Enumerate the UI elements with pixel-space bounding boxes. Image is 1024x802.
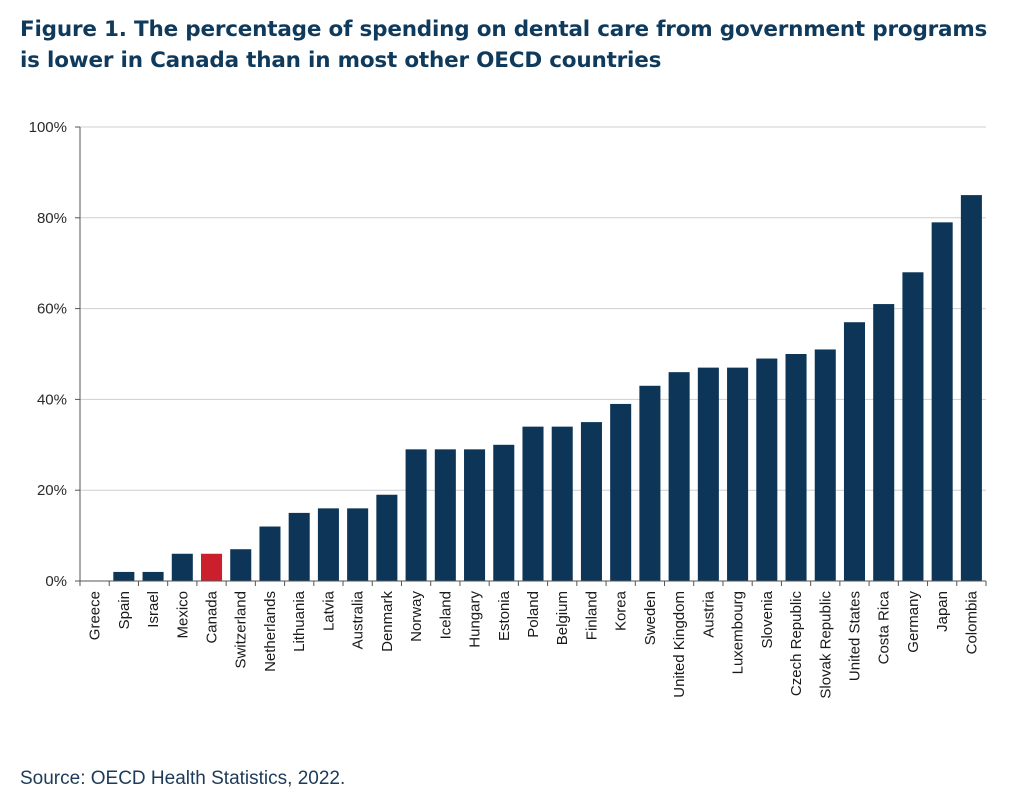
x-label-austria: Austria	[700, 590, 717, 637]
bar-israel	[142, 571, 164, 581]
bar-slovak-republic	[814, 349, 836, 581]
bars	[113, 195, 982, 581]
x-label-hungary: Hungary	[467, 591, 484, 648]
x-label-iceland: Iceland	[437, 591, 454, 639]
bar-estonia	[493, 444, 515, 581]
x-label-korea: Korea	[613, 590, 630, 631]
bar-poland	[522, 426, 544, 581]
bar-australia	[347, 508, 369, 581]
x-label-netherlands: Netherlands	[262, 591, 279, 672]
x-label-spain: Spain	[116, 591, 133, 629]
bar-latvia	[317, 508, 339, 581]
x-label-costa-rica: Costa Rica	[876, 590, 893, 664]
bar-czech-republic	[785, 354, 807, 581]
bar-costa-rica	[873, 304, 895, 581]
bar-denmark	[376, 494, 398, 581]
x-label-colombia: Colombia	[963, 590, 980, 654]
bar-switzerland	[230, 549, 252, 581]
x-label-luxembourg: Luxembourg	[730, 591, 747, 674]
bar-iceland	[434, 449, 456, 581]
y-tick-label: 80%	[37, 210, 67, 227]
x-label-slovak-republic: Slovak Republic	[817, 591, 834, 699]
bar-japan	[931, 222, 953, 581]
bar-slovenia	[756, 358, 778, 581]
x-label-israel: Israel	[145, 591, 162, 628]
x-label-estonia: Estonia	[496, 590, 513, 641]
axes	[79, 127, 986, 582]
x-label-greece: Greece	[87, 591, 104, 640]
x-label-switzerland: Switzerland	[233, 591, 250, 669]
x-label-germany: Germany	[905, 591, 922, 653]
x-label-czech-republic: Czech Republic	[788, 591, 805, 697]
bar-norway	[405, 449, 427, 581]
bar-sweden	[639, 385, 661, 581]
bar-belgium	[551, 426, 573, 581]
x-label-latvia: Latvia	[320, 590, 337, 631]
x-label-finland: Finland	[583, 591, 600, 640]
bar-austria	[697, 367, 719, 581]
bar-lithuania	[288, 512, 310, 581]
x-label-denmark: Denmark	[379, 591, 396, 652]
bar-luxembourg	[727, 367, 749, 581]
bar-netherlands	[259, 526, 281, 581]
y-tick-labels: 0% 20% 40% 60% 80% 100%	[29, 119, 67, 590]
source-note: Source: OECD Health Statistics, 2022.	[20, 768, 346, 789]
bar-united-states	[843, 322, 866, 581]
y-tick-label: 100%	[29, 119, 67, 136]
bar-colombia	[960, 195, 982, 581]
x-label-poland: Poland	[525, 591, 542, 638]
bar-spain	[113, 571, 135, 581]
x-label-united-kingdom: United Kingdom	[671, 591, 688, 698]
x-label-sweden: Sweden	[642, 591, 659, 645]
bar-united-kingdom	[668, 372, 690, 581]
bar-mexico	[171, 553, 193, 581]
x-label-canada: Canada	[204, 590, 221, 643]
bar-hungary	[464, 449, 486, 581]
bar-finland	[580, 422, 602, 581]
x-label-japan: Japan	[934, 591, 951, 632]
bar-canada	[200, 553, 223, 581]
bar-germany	[902, 272, 924, 581]
y-tick-label: 0%	[45, 573, 67, 590]
x-label-australia: Australia	[350, 590, 367, 649]
x-label-lithuania: Lithuania	[291, 590, 308, 652]
x-label-belgium: Belgium	[554, 591, 571, 645]
y-tick-label: 40%	[37, 391, 67, 408]
x-label-mexico: Mexico	[174, 591, 191, 639]
x-label-slovenia: Slovenia	[759, 590, 776, 648]
x-label-norway: Norway	[408, 591, 425, 642]
chart-title: Figure 1. The percentage of spending on …	[20, 17, 988, 73]
bar-korea	[610, 403, 632, 581]
y-tick-label: 60%	[37, 301, 67, 318]
x-tick-labels: Greece Spain Israel Mexico Canada Switzerland…	[79, 581, 987, 699]
y-tick-label: 20%	[37, 482, 67, 499]
x-label-united-states: United States	[846, 591, 863, 681]
